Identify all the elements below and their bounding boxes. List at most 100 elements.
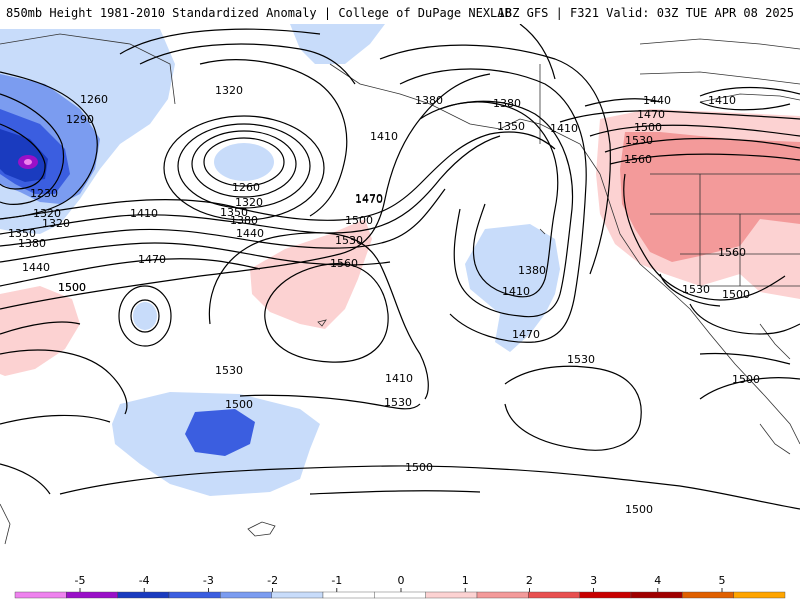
neg-anomaly-area: [133, 302, 157, 330]
contour-label: 1560: [330, 257, 358, 270]
contour-line: [191, 130, 297, 198]
contour-line: [0, 188, 446, 249]
contour-line: [699, 86, 800, 97]
colorbar-ticks: -5 -4 -3 -2 -1 0 1 2 3 4 5: [75, 574, 726, 592]
colorbar-swatch: [168, 591, 221, 599]
map-title: 850mb Height 1981-2010 Standardized Anom…: [6, 6, 512, 20]
contour-label: 1410: [502, 285, 530, 298]
pos-anomaly-area: [0, 286, 80, 376]
map-panel: 1260 1290 1320 1230 1320 1350 1380 1410 …: [0, 24, 800, 545]
colorbar-tick-label: 4: [654, 574, 661, 587]
contour-label: 1410: [550, 122, 578, 135]
contour-line: [0, 131, 556, 221]
colorbar-swatch: [220, 591, 272, 599]
contour-label: 1440: [236, 227, 264, 240]
height-contours: [0, 24, 800, 510]
contour-label: 1410: [385, 372, 413, 385]
contour-line: [609, 153, 800, 165]
contour-label: 1440: [643, 94, 671, 107]
coastline-path: [699, 93, 800, 103]
contour-labels: 1260 1290 1320 1230 1320 1350 1380 1410 …: [8, 84, 760, 516]
contour-label: 1350: [497, 120, 525, 133]
neg-anomaly-area: [290, 24, 385, 64]
coastline-path: [0, 503, 11, 545]
colorbar-swatch: [630, 591, 683, 599]
coastline-path: [329, 63, 601, 175]
contour-label: 1380: [415, 94, 443, 107]
colorbar: -5 -4 -3 -2 -1 0 1 2 3 4 5: [14, 574, 786, 599]
colorbar-swatch: [528, 591, 580, 599]
contour-line: [699, 377, 800, 400]
contour-line: [0, 135, 501, 235]
contour-label: 1230: [30, 187, 58, 200]
colorbar-swatch: [322, 591, 375, 599]
contour-line: [0, 463, 51, 495]
colorbar-swatch: [374, 591, 426, 599]
contour-line: [139, 43, 356, 85]
colorbar-tick-label: 2: [526, 574, 533, 587]
contour-label: 1260: [232, 181, 260, 194]
colorbar-swatches: [14, 591, 786, 599]
colorbar-swatch: [14, 591, 67, 599]
contour-label: 1530: [567, 353, 595, 366]
colorbar-swatch: [733, 591, 786, 599]
neg-anomaly-area: [0, 129, 48, 182]
anomaly-shading: [0, 24, 800, 496]
contour-label: 1500: [58, 281, 86, 294]
contour-line: [203, 137, 285, 187]
contour-label: 1500: [225, 398, 253, 411]
contour-label: 1500: [625, 503, 653, 516]
contour-line: [379, 44, 611, 275]
colorbar-tick-label: -5: [75, 574, 86, 587]
coastline-path: [539, 228, 546, 235]
colorbar-tick-label: -1: [331, 574, 342, 587]
contour-line: [119, 28, 321, 55]
contour-label: 1320: [215, 84, 243, 97]
contour-label: 1380: [230, 214, 258, 227]
contour-label: 1290: [66, 113, 94, 126]
coastline-path: [317, 319, 327, 327]
contour-label: 1560: [718, 246, 746, 259]
contour-label: 1410: [708, 94, 736, 107]
coastline-path: [650, 173, 800, 287]
contour-line: [439, 101, 559, 298]
contour-line: [163, 115, 325, 221]
contour-label: 1260: [80, 93, 108, 106]
contour-label: 1530: [384, 396, 412, 409]
contour-line: [0, 123, 46, 190]
contour-line: [623, 173, 786, 301]
colorbar-swatch: [425, 591, 478, 599]
colorbar-tick-label: -3: [203, 574, 214, 587]
contour-label: 1470: [355, 193, 383, 206]
colorbar-swatch: [682, 591, 734, 599]
contour-line: [519, 24, 556, 80]
coastline-path: [699, 174, 741, 286]
colorbar-tick-label: -4: [139, 574, 150, 587]
contour-label: 1470: [138, 253, 166, 266]
contour-label: 1350: [8, 227, 36, 240]
coastlines: [0, 33, 800, 545]
contour-line: [604, 137, 800, 153]
contour-line: [0, 414, 111, 425]
contour-line: [0, 349, 128, 415]
contour-line: [589, 124, 800, 137]
coastline-path: [599, 173, 800, 445]
contour-label: 1410: [370, 130, 398, 143]
contour-label: 1500: [58, 281, 86, 294]
contour-line: [130, 299, 160, 333]
contour-line: [59, 465, 800, 510]
coastline-path: [639, 71, 800, 85]
contour-line: [239, 394, 421, 410]
contour-label: 1530: [215, 364, 243, 377]
coastline-path: [0, 33, 176, 105]
colorbar-swatch: [476, 591, 529, 599]
contour-label: 1380: [518, 264, 546, 277]
neg-anomaly-area: [185, 409, 255, 456]
coastline-path: [759, 423, 791, 455]
contour-line: [264, 263, 389, 363]
contour-line: [699, 352, 791, 365]
neg-anomaly-area: [465, 224, 560, 352]
contour-label: 1500: [634, 121, 662, 134]
colorbar-swatch: [66, 591, 118, 599]
contour-line: [0, 71, 98, 220]
